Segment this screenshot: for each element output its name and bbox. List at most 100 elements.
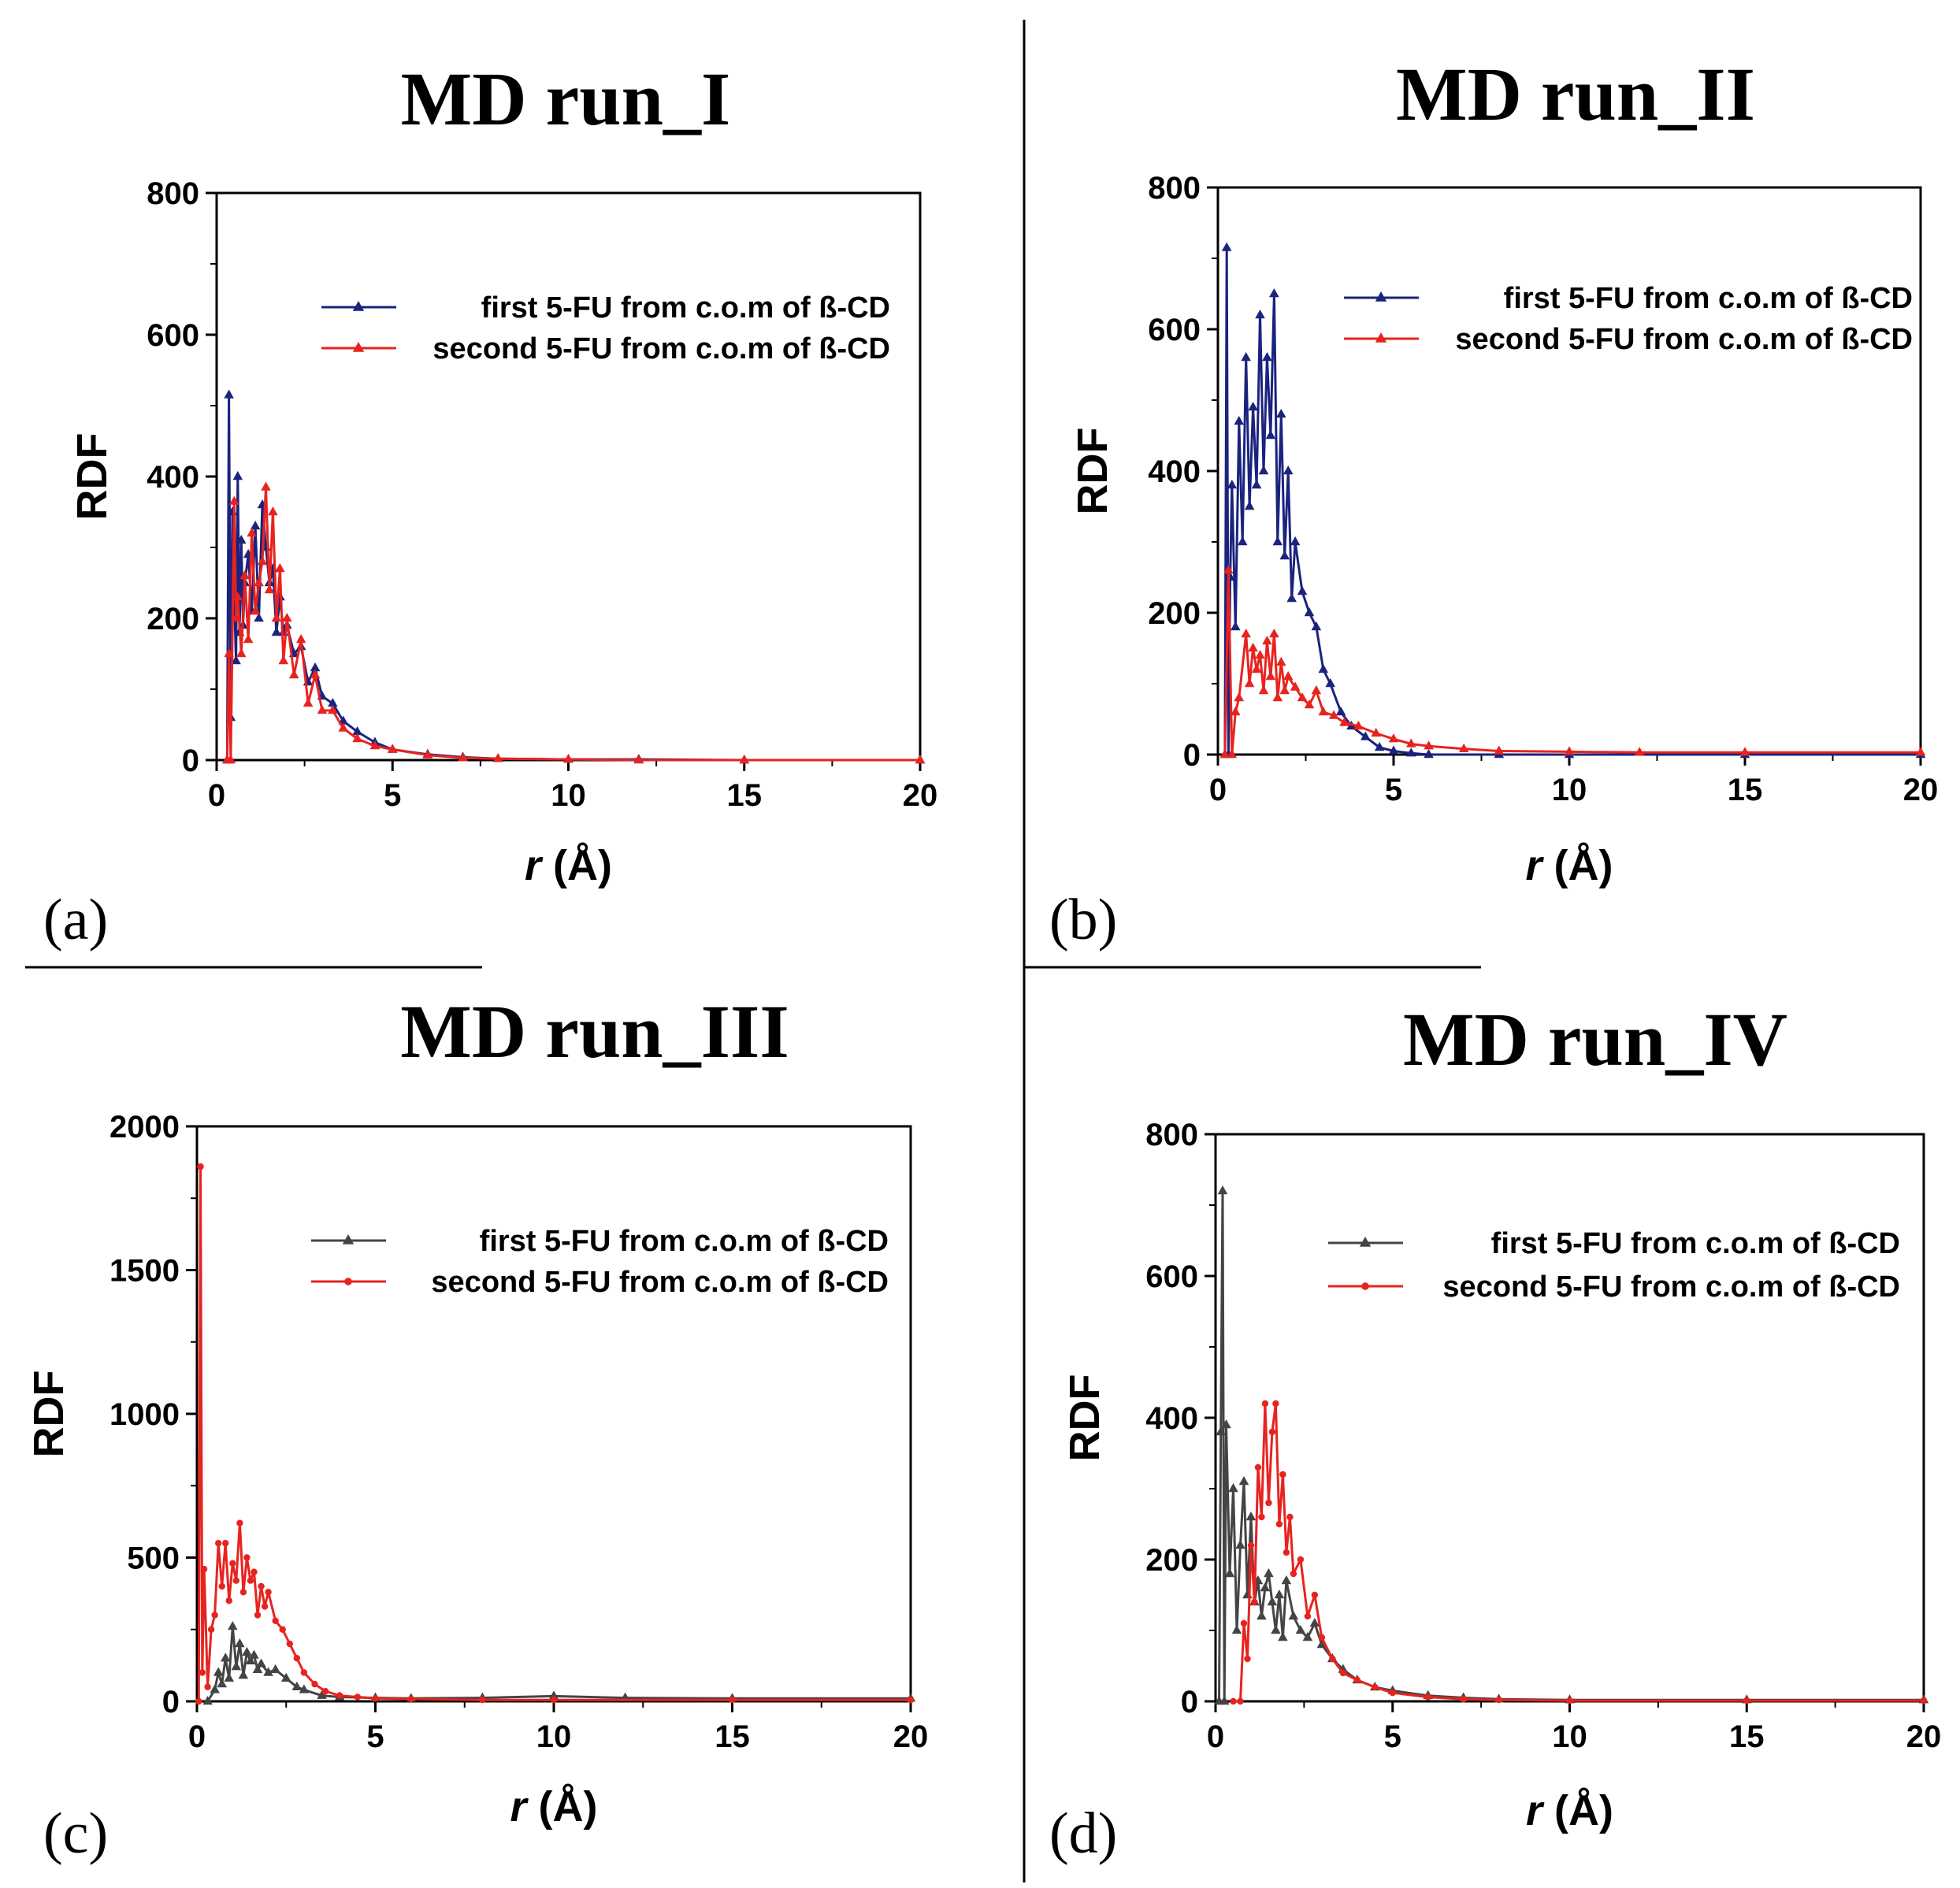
data-point — [1279, 685, 1290, 695]
data-point — [1424, 1693, 1431, 1701]
y-tick-label: 1000 — [110, 1397, 180, 1432]
data-point — [200, 1565, 208, 1573]
data-point — [238, 1670, 249, 1679]
data-point — [1268, 1428, 1276, 1436]
data-point — [1223, 565, 1234, 574]
x-axis-label: r (Å) — [510, 1783, 598, 1831]
data-point — [279, 1626, 286, 1633]
y-tick-label: 0 — [1183, 738, 1201, 773]
x-tick-label: 5 — [1385, 773, 1402, 807]
data-point — [245, 1655, 256, 1665]
data-point — [270, 1664, 280, 1674]
data-point — [1361, 1282, 1369, 1290]
data-point — [1261, 1400, 1269, 1408]
data-point — [1265, 430, 1276, 440]
data-point — [1290, 1570, 1297, 1578]
data-point — [1275, 409, 1286, 418]
data-point — [1329, 1655, 1336, 1663]
x-tick-label: 20 — [903, 778, 938, 813]
legend-label: first 5-FU from c.o.m of ß-CD — [480, 1225, 889, 1258]
data-point — [1241, 629, 1251, 638]
legend-entry: first 5-FU from c.o.m of ß-CD — [321, 291, 890, 325]
data-point — [1216, 1426, 1227, 1436]
data-point — [1224, 1568, 1235, 1578]
data-point — [1231, 1625, 1242, 1634]
data-point — [243, 634, 254, 644]
data-point — [1234, 692, 1245, 702]
data-point — [1388, 745, 1399, 755]
x-tick-label: 15 — [1728, 773, 1763, 807]
data-point — [739, 755, 750, 764]
data-point — [250, 521, 261, 530]
data-point — [342, 1234, 355, 1244]
series-line — [1223, 569, 1921, 756]
data-point — [224, 389, 234, 399]
data-point — [1281, 1575, 1292, 1585]
plot-area: 0 200 400 600 800 0 5 10 15 20 RDF r (Å) first 5-FU … — [69, 176, 937, 889]
x-tick-label: 15 — [1729, 1719, 1765, 1754]
data-point — [1406, 747, 1416, 757]
data-point — [633, 755, 644, 764]
x-tick-label: 0 — [188, 1719, 206, 1754]
data-point — [231, 613, 241, 622]
data-point — [1309, 1618, 1320, 1627]
data-point — [1258, 685, 1269, 695]
data-point — [479, 1696, 486, 1704]
data-point — [1255, 650, 1265, 659]
series-1 — [202, 1621, 916, 1705]
data-point — [235, 1638, 245, 1648]
data-point — [239, 1589, 247, 1596]
x-tick-label: 5 — [384, 778, 401, 813]
legend-label: second 5-FU from c.o.m of ß-CD — [432, 332, 890, 365]
data-point — [1388, 733, 1399, 743]
data-point — [1335, 707, 1346, 716]
data-point — [1254, 1463, 1262, 1471]
data-point — [1311, 621, 1322, 631]
data-point — [1325, 678, 1336, 688]
data-point — [213, 1667, 224, 1676]
data-point — [1245, 1512, 1257, 1521]
data-point — [252, 1664, 263, 1674]
legend-label: second 5-FU from c.o.m of ß-CD — [431, 1266, 889, 1299]
data-point — [352, 726, 362, 736]
data-point — [199, 1669, 206, 1676]
legend-entry: second 5-FU from c.o.m of ß-CD — [311, 1266, 889, 1299]
data-point — [328, 698, 338, 707]
y-tick-label: 500 — [127, 1541, 180, 1576]
data-point — [303, 698, 314, 707]
data-point — [550, 1696, 558, 1704]
data-point — [492, 753, 503, 762]
data-point — [1217, 1185, 1228, 1195]
data-point — [1283, 1549, 1290, 1556]
data-point — [299, 1684, 310, 1693]
data-point — [1269, 288, 1279, 298]
data-point — [1247, 1541, 1255, 1549]
data-point — [261, 1603, 269, 1610]
x-tick-label: 10 — [1552, 773, 1587, 807]
y-tick-label: 400 — [1145, 1401, 1198, 1436]
x-tick-label: 10 — [551, 778, 586, 813]
data-point — [1262, 352, 1272, 362]
data-point — [1231, 621, 1241, 631]
panel-d: MD run_IV 0 200 400 600 800 0 5 10 15 20 RDF r (Å) f… — [1049, 997, 1941, 1866]
data-point — [915, 755, 926, 764]
data-point — [1219, 749, 1231, 759]
data-point — [1240, 1619, 1248, 1627]
data-point — [239, 570, 251, 580]
data-point — [1262, 636, 1272, 645]
x-axis-label: r (Å) — [1526, 1787, 1613, 1834]
data-point — [250, 606, 261, 615]
panel-title: MD run_IV — [1403, 997, 1787, 1081]
y-tick-label: 600 — [1145, 1259, 1198, 1294]
y-tick-label: 200 — [1148, 596, 1201, 631]
data-point — [407, 1695, 414, 1703]
data-point — [204, 1683, 211, 1690]
data-point — [249, 1649, 259, 1659]
data-point — [1264, 1568, 1274, 1578]
series-2 — [195, 1163, 915, 1705]
y-axis-label: RDF — [1069, 428, 1116, 515]
data-point — [1360, 731, 1371, 740]
y-tick-label: 0 — [182, 744, 199, 778]
data-point — [1241, 352, 1251, 362]
x-axis-label-unit: (Å) — [1542, 842, 1613, 889]
